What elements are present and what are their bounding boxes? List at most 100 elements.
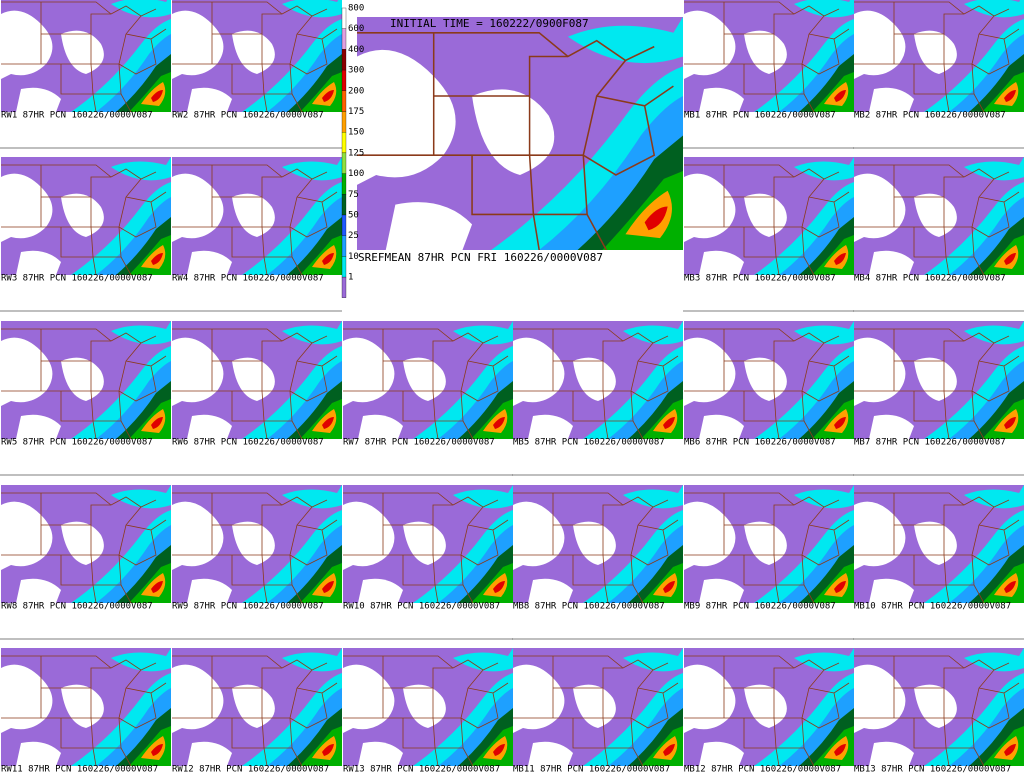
- member-label: RW4 87HR PCN 160226/0000V087: [172, 274, 324, 284]
- colorbar-label: 600: [348, 24, 364, 34]
- member-label: RW5 87HR PCN 160226/0000V087: [1, 438, 153, 448]
- member-panel: RW7 87HR PCN 160226/0000V087: [342, 321, 513, 476]
- colorbar-swatch: [341, 152, 347, 174]
- colorbar-swatch: [341, 28, 347, 50]
- colorbar-swatch: [341, 49, 347, 71]
- center-panel: INITIAL TIME = 160222/0900F087 SREFMEAN …: [357, 0, 683, 264]
- member-panel: RW6 87HR PCN 160226/0000V087: [171, 321, 342, 476]
- member-map: [172, 648, 342, 766]
- member-panel: MB2 87HR PCN 160226/0000V087: [853, 0, 1024, 149]
- colorbar-swatch: [341, 276, 347, 298]
- member-label: MB5 87HR PCN 160226/0000V087: [513, 438, 665, 448]
- member-label: MB7 87HR PCN 160226/0000V087: [854, 438, 1006, 448]
- member-label: MB8 87HR PCN 160226/0000V087: [513, 602, 665, 612]
- member-label: MB2 87HR PCN 160226/0000V087: [854, 111, 1006, 121]
- member-label: RW12 87HR PCN 160226/0000V087: [172, 765, 329, 775]
- member-map: [172, 485, 342, 603]
- member-label: RW3 87HR PCN 160226/0000V087: [1, 274, 153, 284]
- member-map: [172, 321, 342, 439]
- member-label: MB12 87HR PCN 160226/0000V087: [684, 765, 841, 775]
- member-label: MB13 87HR PCN 160226/0000V087: [854, 765, 1011, 775]
- member-map: [1, 485, 171, 603]
- initial-time: INITIAL TIME = 160222/0900F087: [390, 17, 589, 30]
- member-panel: RW2 87HR PCN 160226/0000V087: [171, 0, 342, 149]
- member-map: [1, 321, 171, 439]
- member-label: MB6 87HR PCN 160226/0000V087: [684, 438, 836, 448]
- colorbar-swatch: [341, 214, 347, 236]
- colorbar-swatch: [341, 90, 347, 112]
- colorbar-swatch: [341, 69, 347, 91]
- member-label: RW6 87HR PCN 160226/0000V087: [172, 438, 324, 448]
- colorbar-label: 400: [348, 45, 364, 55]
- member-label: MB3 87HR PCN 160226/0000V087: [684, 274, 836, 284]
- colorbar-label: 1: [348, 273, 353, 283]
- member-map: [854, 0, 1024, 112]
- member-panel: RW5 87HR PCN 160226/0000V087: [0, 321, 171, 476]
- member-label: MB11 87HR PCN 160226/0000V087: [513, 765, 670, 775]
- member-panel: RW1 87HR PCN 160226/0000V087: [0, 0, 171, 149]
- member-label: RW11 87HR PCN 160226/0000V087: [1, 765, 158, 775]
- member-label: RW10 87HR PCN 160226/0000V087: [343, 602, 500, 612]
- colorbar-label: 150: [348, 128, 364, 138]
- member-map: [172, 0, 342, 112]
- member-panel: MB1 87HR PCN 160226/0000V087: [683, 0, 854, 149]
- member-map: [684, 648, 854, 766]
- member-label: RW9 87HR PCN 160226/0000V087: [172, 602, 324, 612]
- member-panel: MB13 87HR PCN 160226/0000V087: [854, 648, 1024, 775]
- member-panel: MB4 87HR PCN 160226/0000V087: [853, 157, 1024, 312]
- member-panel: RW11 87HR PCN 160226/0000V087: [1, 648, 171, 775]
- member-map: [684, 485, 854, 603]
- member-map: [1, 0, 171, 112]
- member-map: [172, 157, 342, 275]
- colorbar-label: 75: [348, 190, 359, 200]
- colorbar-swatch: [341, 132, 347, 154]
- member-label: MB9 87HR PCN 160226/0000V087: [684, 602, 836, 612]
- colorbar-swatch: [341, 7, 347, 29]
- member-panel: MB11 87HR PCN 160226/0000V087: [513, 648, 683, 775]
- member-label: RW8 87HR PCN 160226/0000V087: [1, 602, 153, 612]
- member-panel: RW13 87HR PCN 160226/0000V087: [343, 648, 513, 775]
- member-panel: MB5 87HR PCN 160226/0000V087: [512, 321, 683, 476]
- colorbar-label: 125: [348, 148, 364, 158]
- member-map: [513, 485, 683, 603]
- colorbar-swatch: [341, 194, 347, 216]
- colorbar-label: 300: [348, 66, 364, 76]
- member-panel: RW9 87HR PCN 160226/0000V087: [171, 485, 342, 640]
- member-map: [1, 157, 171, 275]
- colorbar-label: 800: [348, 4, 364, 14]
- colorbar-swatch: [341, 173, 347, 195]
- member-map: [854, 485, 1024, 603]
- member-panel: RW4 87HR PCN 160226/0000V087: [171, 157, 342, 312]
- member-map: [343, 485, 513, 603]
- colorbar-swatch: [341, 111, 347, 133]
- colorbar-label: 175: [348, 107, 364, 117]
- colorbar-label: 100: [348, 169, 364, 179]
- member-panel: MB6 87HR PCN 160226/0000V087: [683, 321, 854, 476]
- member-map: [684, 321, 854, 439]
- colorbar-label: 10: [348, 252, 359, 262]
- colorbar-swatch: [341, 235, 347, 257]
- member-map: [343, 648, 513, 766]
- colorbar-label: 50: [348, 211, 359, 221]
- center-header: [357, 0, 683, 17]
- center-map: [357, 17, 683, 250]
- member-map: [854, 321, 1024, 439]
- member-map: [513, 321, 683, 439]
- member-panel: MB3 87HR PCN 160226/0000V087: [683, 157, 854, 312]
- member-panel: RW12 87HR PCN 160226/0000V087: [172, 648, 342, 775]
- member-label: RW1 87HR PCN 160226/0000V087: [1, 111, 153, 121]
- member-label: RW7 87HR PCN 160226/0000V087: [343, 438, 495, 448]
- member-map: [854, 157, 1024, 275]
- member-map: [1, 648, 171, 766]
- member-panel: RW10 87HR PCN 160226/0000V087: [342, 485, 513, 640]
- member-label: MB10 87HR PCN 160226/0000V087: [854, 602, 1011, 612]
- member-panel: MB9 87HR PCN 160226/0000V087: [683, 485, 854, 640]
- member-panel: MB7 87HR PCN 160226/0000V087: [853, 321, 1024, 476]
- member-panel: MB8 87HR PCN 160226/0000V087: [512, 485, 683, 640]
- member-map: [343, 321, 513, 439]
- member-panel: MB10 87HR PCN 160226/0000V087: [853, 485, 1024, 640]
- member-panel: MB12 87HR PCN 160226/0000V087: [684, 648, 854, 775]
- member-map: [684, 0, 854, 112]
- member-label: MB1 87HR PCN 160226/0000V087: [684, 111, 836, 121]
